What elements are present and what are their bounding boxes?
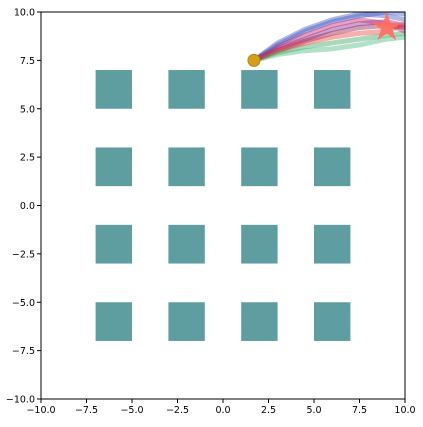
x-tick-label: −10.0 (26, 405, 55, 416)
y-tick-label: 2.5 (20, 153, 35, 164)
y-tick-label: 0.0 (20, 201, 35, 212)
x-tick-label: −2.5 (166, 405, 189, 416)
obstacle (314, 70, 351, 109)
y-tick-label: 5.0 (20, 104, 35, 115)
x-tick-label: −7.5 (75, 405, 98, 416)
y-tick-label: −7.5 (12, 346, 35, 357)
trajectory (251, 30, 405, 63)
y-tick-label: −10.0 (6, 395, 35, 406)
obstacle (241, 302, 278, 341)
obstacle (241, 70, 278, 109)
obstacle (241, 224, 278, 264)
x-tick-label: −5.0 (120, 405, 143, 416)
obstacle (241, 147, 278, 187)
y-tick-label: 7.5 (20, 56, 35, 67)
x-tick-label: 2.5 (261, 405, 276, 416)
x-tick-label: 5.0 (306, 405, 321, 416)
obstacle (168, 224, 205, 264)
x-tick-label: 7.5 (352, 405, 367, 416)
start-point (247, 53, 261, 67)
trajectory (251, 12, 405, 63)
obstacle (168, 70, 205, 109)
obstacle (95, 302, 132, 341)
obstacle (314, 147, 351, 187)
obstacle (95, 224, 132, 264)
obstacle (95, 70, 132, 109)
plot-area (95, 12, 405, 341)
obstacle (314, 302, 351, 341)
x-tick-label: 0.0 (215, 405, 230, 416)
obstacle (314, 224, 351, 264)
y-tick-label: 10.0 (14, 8, 35, 19)
goal-star (371, 12, 402, 41)
y-tick-label: −5.0 (12, 298, 35, 309)
y-tick-label: −2.5 (12, 249, 35, 260)
trajectory (251, 34, 405, 63)
x-tick-label: 10.0 (394, 405, 415, 416)
obstacle (168, 147, 205, 187)
obstacle (95, 147, 132, 187)
obstacle (168, 302, 205, 341)
